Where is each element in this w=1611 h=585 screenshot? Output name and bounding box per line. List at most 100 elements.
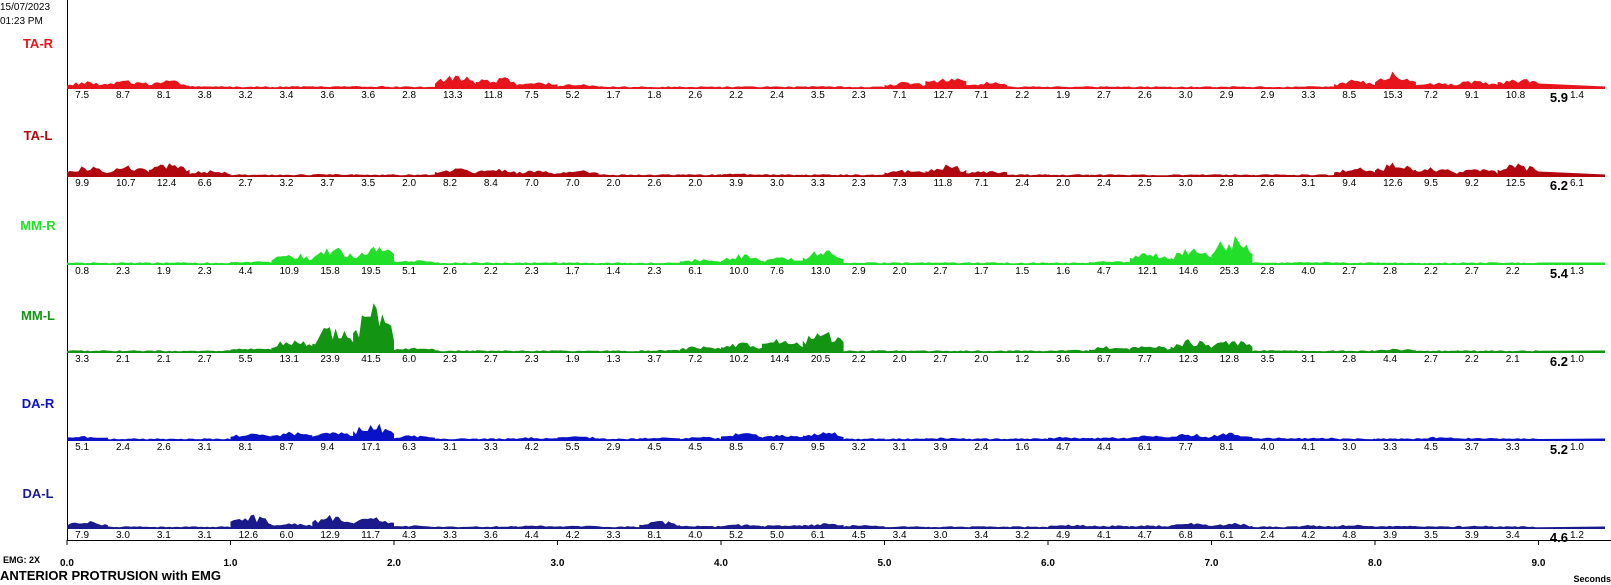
segment-value-label: 4.7	[1097, 266, 1111, 277]
segment-value-label: 6.3	[402, 442, 416, 453]
segment-value-label: 2.3	[852, 178, 866, 189]
segment-value-label: 1.6	[1056, 266, 1070, 277]
emg-envelope-area	[67, 423, 1605, 440]
segment-value-label: 2.0	[402, 178, 416, 189]
segment-value-label: 9.9	[75, 178, 89, 189]
segment-value-label: 23.9	[320, 354, 340, 365]
segment-value-label: 1.6	[1015, 442, 1029, 453]
segment-value-label: 2.7	[1424, 354, 1438, 365]
segment-value-label: 5.5	[566, 442, 580, 453]
segment-value-label: 2.6	[688, 90, 702, 101]
segment-value-label: 3.1	[1301, 178, 1315, 189]
segment-value-label: 2.2	[484, 266, 498, 277]
segment-value-label: 2.4	[1261, 530, 1275, 541]
segment-value-label: 1.4	[607, 266, 621, 277]
segment-value-label: 2.6	[647, 178, 661, 189]
segment-value-label: 2.7	[934, 266, 948, 277]
channel-label: DA-L	[22, 486, 53, 501]
segment-value-label: 2.4	[116, 442, 130, 453]
segment-value-label: 2.0	[974, 354, 988, 365]
segment-value-label: 2.3	[525, 354, 539, 365]
x-tick-label: 9.0	[1532, 558, 1546, 569]
segment-value-label: 2.7	[1342, 266, 1356, 277]
segment-value-label: 2.3	[647, 266, 661, 277]
segment-value-label: 2.0	[607, 178, 621, 189]
segment-value-label: 13.0	[811, 266, 831, 277]
segment-value-label: 2.4	[974, 442, 988, 453]
segment-value-label: 2.0	[1056, 178, 1070, 189]
segment-value-label: 2.6	[443, 266, 457, 277]
x-tick-label: 1.0	[224, 558, 238, 569]
segment-value-label: 2.4	[1097, 178, 1111, 189]
segment-value-label: 2.8	[402, 90, 416, 101]
x-tick-label: 2.0	[387, 558, 401, 569]
header-time: 01:23 PM	[0, 16, 43, 27]
segment-value-label: 2.9	[1261, 90, 1275, 101]
segment-value-label: 3.6	[361, 90, 375, 101]
segment-value-label: 3.9	[934, 442, 948, 453]
segment-value-label: 3.6	[484, 530, 498, 541]
segment-value-label: 7.1	[974, 178, 988, 189]
segment-value-label: 2.8	[1383, 266, 1397, 277]
segment-value-label: 2.6	[157, 442, 171, 453]
segment-value-label: 2.6	[1261, 178, 1275, 189]
segment-value-label: 12.6	[239, 530, 259, 541]
channel-mm-r: MM-R 0.8 2.3 1.9 2.3 4.4 10.9 15.8 19.5 5.1 2.6 2.2…	[20, 218, 1605, 281]
segment-value-label: 2.9	[607, 442, 621, 453]
channel-label: DA-R	[22, 396, 55, 411]
segment-value-label: 2.2	[1465, 354, 1479, 365]
channel-label: MM-R	[20, 218, 56, 233]
segment-value-label: 3.4	[280, 90, 294, 101]
segment-value-label: 9.5	[1424, 178, 1438, 189]
segment-value-label: 5.0	[770, 530, 784, 541]
segment-value-label: 2.9	[852, 266, 866, 277]
segment-value-label: 7.3	[893, 178, 907, 189]
segment-value-label: 3.1	[893, 442, 907, 453]
segment-value-label: 7.0	[566, 178, 580, 189]
segment-value-label: 3.8	[198, 90, 212, 101]
segment-value-label: 0.8	[75, 266, 89, 277]
segment-value-label: 6.0	[280, 530, 294, 541]
segment-value-label: 6.7	[770, 442, 784, 453]
segment-value-label: 4.8	[1342, 530, 1356, 541]
segment-value-label: 3.4	[1506, 530, 1520, 541]
segment-value-label: 6.6	[198, 178, 212, 189]
segment-value-label: 2.7	[1465, 266, 1479, 277]
segment-value-label: 12.8	[1220, 354, 1240, 365]
segment-value-label: 4.4	[1383, 354, 1397, 365]
segment-value-label: 11.8	[484, 90, 503, 101]
segment-value-label: 4.4	[525, 530, 539, 541]
segment-value-label: 14.4	[770, 354, 790, 365]
segment-value-label: 2.0	[688, 178, 702, 189]
segment-value-label: 4.1	[1301, 442, 1315, 453]
segment-value-label: 2.2	[1506, 266, 1520, 277]
segment-value-label: 4.2	[1301, 530, 1315, 541]
segment-value-label: 4.5	[688, 442, 702, 453]
emg-envelope-area	[67, 162, 1605, 176]
channel-label: MM-L	[21, 308, 55, 323]
x-tick-label: 7.0	[1205, 558, 1219, 569]
segment-value-label: 2.8	[1342, 354, 1356, 365]
segment-value-label: 3.2	[280, 178, 294, 189]
segment-value-label: 2.2	[1015, 90, 1029, 101]
segment-value-label: 3.0	[116, 530, 130, 541]
rms-value: 6.2	[1550, 178, 1568, 193]
segment-value-label: 8.4	[484, 178, 498, 189]
segment-value-label: 4.7	[1056, 442, 1070, 453]
segment-value-label: 12.9	[320, 530, 340, 541]
segment-value-label: 2.7	[1097, 90, 1111, 101]
segment-value-label: 19.5	[361, 266, 381, 277]
rms-value: 5.4	[1550, 266, 1569, 281]
segment-value-label: 3.0	[1179, 90, 1193, 101]
segment-value-label: 3.2	[239, 90, 253, 101]
segment-value-label: 7.5	[75, 90, 89, 101]
segment-value-label: 2.1	[116, 354, 130, 365]
segment-value-label: 3.1	[443, 442, 457, 453]
segment-value-label: 3.1	[1301, 354, 1315, 365]
segment-value-label: 4.9	[1056, 530, 1070, 541]
segment-value-label: 5.2	[566, 90, 580, 101]
segment-value-label: 2.1	[1506, 354, 1520, 365]
segment-value-label: 3.0	[770, 178, 784, 189]
segment-value-label: 2.2	[729, 90, 743, 101]
segment-value-label: 5.1	[402, 266, 416, 277]
